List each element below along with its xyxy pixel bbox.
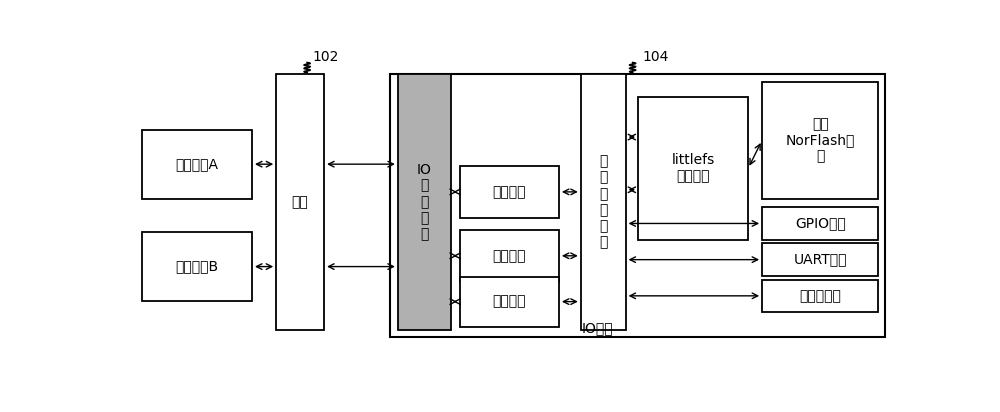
Text: UART驱动: UART驱动 — [793, 253, 847, 267]
Bar — [276, 74, 324, 330]
Bar — [460, 276, 559, 327]
Text: 映
射
关
系
管
理: 映 射 关 系 管 理 — [599, 154, 607, 249]
Bar — [638, 97, 748, 240]
Text: IO系统: IO系统 — [582, 321, 614, 335]
Text: 应用程序B: 应用程序B — [176, 260, 219, 274]
Text: 102: 102 — [313, 50, 339, 64]
Bar — [460, 229, 559, 282]
Text: 应用程序A: 应用程序A — [176, 157, 219, 171]
Text: 目录文件: 目录文件 — [493, 249, 526, 263]
Bar — [142, 129, 252, 199]
Text: 104: 104 — [643, 50, 669, 64]
Bar — [762, 82, 878, 199]
Text: GPIO驱动: GPIO驱动 — [795, 216, 846, 230]
Bar — [142, 232, 252, 301]
Bar — [460, 166, 559, 218]
Text: 外部
NorFlash驱
动: 外部 NorFlash驱 动 — [785, 117, 855, 164]
Text: littlefs
文件系统: littlefs 文件系统 — [671, 153, 715, 183]
Bar — [762, 207, 878, 240]
Text: 普通文件: 普通文件 — [493, 185, 526, 199]
Bar — [398, 74, 450, 330]
Text: 裸扇区驱动: 裸扇区驱动 — [799, 289, 841, 303]
Bar — [390, 74, 885, 337]
Text: 设备文件: 设备文件 — [493, 295, 526, 309]
Bar — [762, 243, 878, 276]
Bar — [762, 280, 878, 312]
Text: IO
系
统
调
用: IO 系 统 调 用 — [417, 162, 432, 241]
Text: 内核: 内核 — [292, 195, 309, 209]
Bar — [581, 74, 626, 330]
